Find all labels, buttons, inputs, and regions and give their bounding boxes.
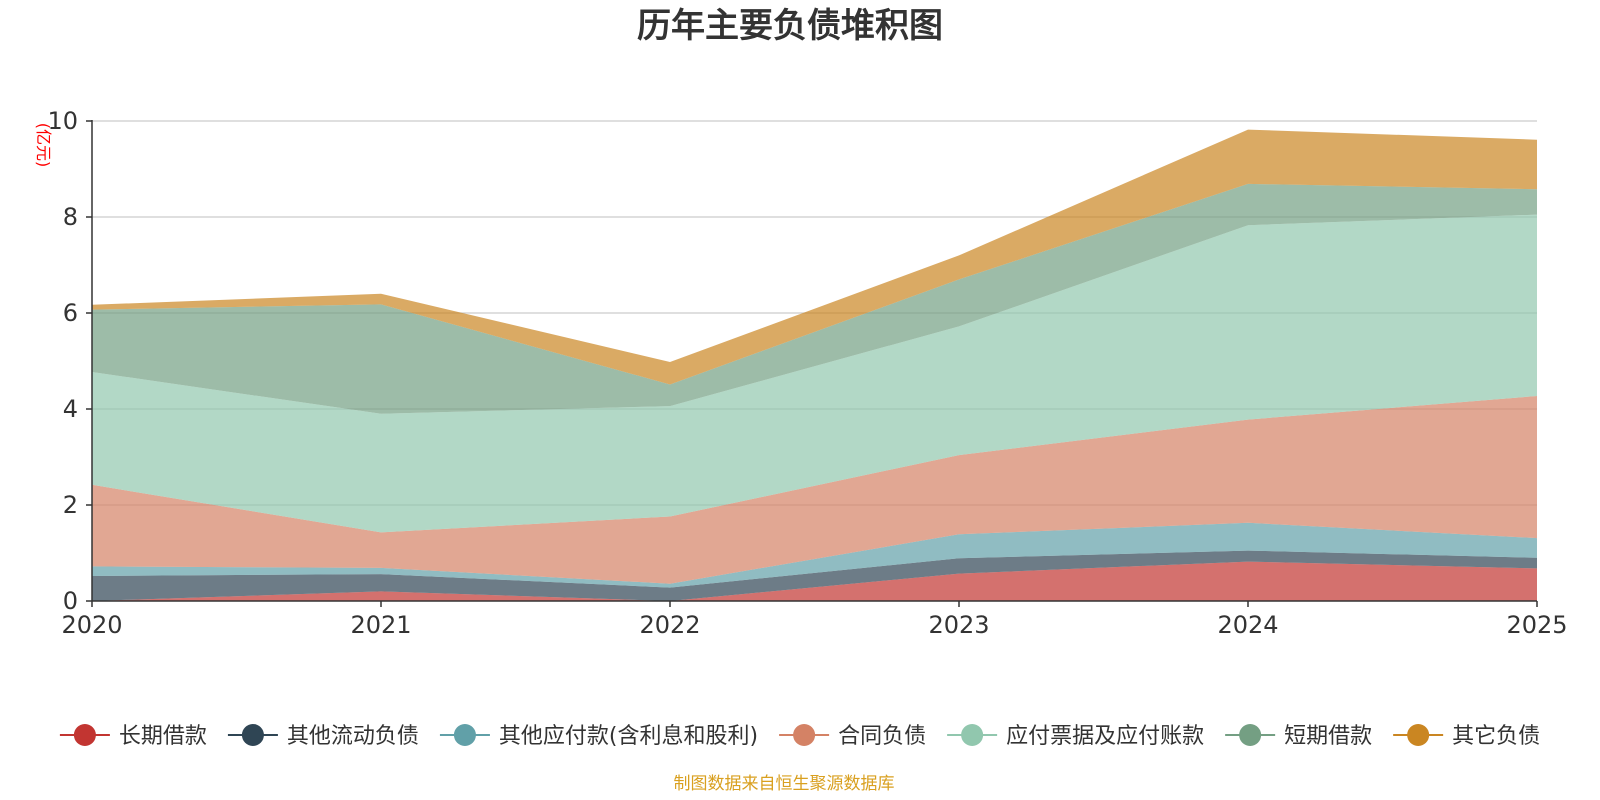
area-series-1	[92, 561, 1537, 601]
area-series-5	[92, 214, 1537, 533]
y-axis-unit-label: (亿元)	[34, 123, 53, 168]
legend-marker-dot	[1407, 724, 1430, 746]
area-series-3	[92, 522, 1537, 588]
legend-item: 其他应付款(含利息和股利)	[439, 724, 758, 749]
y-tick-label: 4	[63, 395, 78, 423]
legend-marker-dot	[241, 724, 264, 746]
axes: 0 2 4 6 8 10 2020 2021 2022 2023 2024 2025	[47, 107, 1567, 639]
x-tick-label: 2025	[1506, 611, 1567, 639]
area-series-2	[92, 550, 1537, 601]
legend-item: 其它负债	[1393, 724, 1540, 749]
legend-item: 合同负债	[779, 724, 926, 749]
legend-marker-dot	[453, 724, 476, 746]
area-series-6	[92, 183, 1537, 414]
legend-label: 短期借款	[1284, 724, 1372, 749]
y-tick-label: 6	[63, 299, 78, 327]
x-tick-label: 2024	[1217, 611, 1278, 639]
y-tick-label: 2	[63, 491, 78, 519]
x-tick-label: 2020	[61, 611, 122, 639]
x-tick-label: 2023	[928, 611, 989, 639]
legend-item: 短期借款	[1225, 724, 1372, 749]
chart-title: 历年主要负债堆积图	[637, 6, 943, 46]
legend-label: 其他流动负债	[287, 724, 419, 749]
legend-label: 长期借款	[119, 724, 207, 749]
legend-label: 应付票据及应付账款	[1006, 724, 1204, 749]
x-tick-label: 2021	[350, 611, 411, 639]
legend-marker-dot	[961, 724, 984, 746]
x-tick-label: 2022	[639, 611, 700, 639]
legend-item: 其他流动负债	[227, 724, 419, 749]
y-tick-label: 8	[63, 203, 78, 231]
legend-label: 合同负债	[838, 724, 926, 749]
legend-marker-dot	[73, 724, 96, 746]
area-series-7	[92, 129, 1537, 385]
legend: 长期借款 其他流动负债 其他应付款(含利息和股利) 合同负债 应付票据及应付账款 短期借款…	[59, 724, 1540, 749]
area-series-4	[92, 396, 1537, 584]
data-source-note: 制图数据来自恒生聚源数据库	[674, 774, 895, 794]
legend-item: 长期借款	[59, 724, 207, 749]
legend-label: 其它负债	[1452, 724, 1540, 749]
y-tick-label: 0	[63, 587, 78, 615]
legend-item: 应付票据及应付账款	[947, 724, 1204, 749]
area-series	[92, 129, 1537, 601]
legend-label: 其他应付款(含利息和股利)	[499, 724, 758, 749]
y-tick-label: 10	[47, 107, 78, 135]
legend-marker-dot	[1239, 724, 1262, 746]
legend-marker-dot	[793, 724, 816, 746]
